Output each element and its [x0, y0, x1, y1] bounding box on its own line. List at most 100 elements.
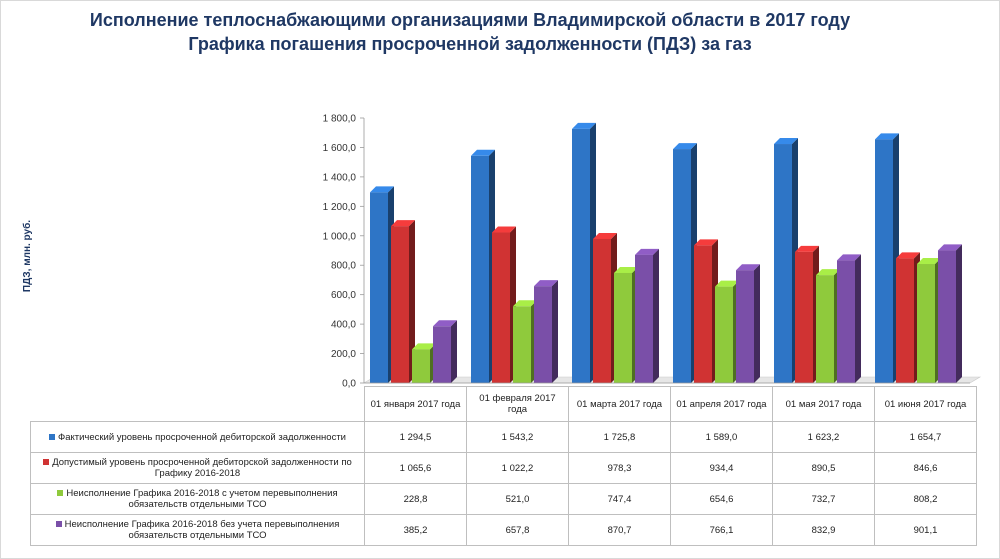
bar-top	[635, 248, 659, 255]
y-tick-label: 800,0	[331, 261, 356, 272]
bar	[471, 155, 489, 383]
bar-top	[391, 220, 415, 227]
data-cell: 1 623,2	[772, 421, 875, 453]
y-tick-label: 600,0	[331, 290, 356, 301]
bar	[534, 286, 552, 383]
data-cell: 385,2	[364, 514, 467, 546]
legend-swatch	[57, 490, 64, 497]
bar-top	[875, 133, 899, 140]
bar	[673, 149, 691, 383]
bar	[412, 349, 430, 383]
bar-side	[409, 220, 415, 383]
category-label: 01 июня 2017 года	[874, 386, 977, 422]
data-table: 01 января 2017 года 01 февраля 2017 года…	[30, 386, 977, 546]
bar-side	[754, 264, 760, 383]
y-tick-label: 400,0	[331, 320, 356, 331]
bar-top	[938, 244, 962, 251]
bar-top	[795, 245, 819, 252]
bar-top	[736, 264, 760, 271]
bar	[513, 306, 531, 383]
bar	[816, 275, 834, 383]
series-legend-entry: Неисполнение Графика 2016-2018 без учета…	[30, 514, 365, 546]
chart-title-line-1: Исполнение теплоснабжающими организациям…	[89, 10, 851, 30]
data-cell: 934,4	[670, 452, 773, 484]
bar	[635, 254, 653, 383]
data-cell: 732,7	[772, 483, 875, 515]
category-label: 01 марта 2017 года	[568, 386, 671, 422]
category-label: 01 апреля 2017 года	[670, 386, 773, 422]
data-cell: 870,7	[568, 514, 671, 546]
series-name: Неисполнение Графика 2016-2018 без учета…	[64, 519, 340, 541]
bar	[433, 326, 451, 383]
bar	[715, 286, 733, 383]
data-cell: 1 294,5	[364, 421, 467, 453]
data-cell: 832,9	[772, 514, 875, 546]
bar	[593, 238, 611, 383]
bar-top	[917, 258, 941, 265]
data-cell: 1 022,2	[466, 452, 569, 484]
data-cell: 978,3	[568, 452, 671, 484]
table-row: Фактический уровень просроченной дебитор…	[30, 421, 977, 453]
data-cell: 808,2	[874, 483, 977, 515]
bar-side	[653, 248, 659, 383]
y-tick-label: 1 800,0	[323, 114, 357, 125]
data-cell: 654,6	[670, 483, 773, 515]
legend-swatch	[43, 459, 50, 466]
y-tick-label: 1 600,0	[323, 143, 357, 154]
chart-title-line-2: Графика погашения просроченной задолженн…	[188, 34, 752, 54]
data-cell: 657,8	[466, 514, 569, 546]
bar	[391, 226, 409, 383]
bar-top	[837, 254, 861, 261]
bar-top	[673, 143, 697, 150]
data-cell: 747,4	[568, 483, 671, 515]
bar	[795, 251, 813, 383]
data-cell: 1 654,7	[874, 421, 977, 453]
legend-swatch	[55, 521, 62, 528]
bar-top	[513, 300, 537, 307]
bar-top	[774, 138, 798, 145]
bar-top	[572, 122, 596, 129]
table-row: Неисполнение Графика 2016-2018 без учета…	[30, 514, 977, 546]
series-name: Фактический уровень просроченной дебитор…	[57, 431, 346, 443]
bar	[694, 245, 712, 383]
data-cell: 1 589,0	[670, 421, 773, 453]
series-legend-entry: Неисполнение Графика 2016-2018 с учетом …	[30, 483, 365, 515]
bar-top	[370, 186, 394, 193]
bar-top	[534, 280, 558, 287]
y-tick-label: 1 400,0	[323, 172, 357, 183]
bar-top	[896, 252, 920, 259]
category-label: 01 февраля 2017 года	[466, 386, 569, 422]
series-name: Допустимый уровень просроченной дебиторс…	[52, 457, 352, 479]
bar-side	[855, 254, 861, 383]
series-legend-entry: Фактический уровень просроченной дебитор…	[30, 421, 365, 453]
bar	[774, 144, 792, 383]
y-tick-label: 1 000,0	[323, 231, 357, 242]
bar-top	[412, 343, 436, 350]
y-tick-label: 1 200,0	[323, 202, 357, 213]
bar-top	[492, 226, 516, 233]
table-row: Неисполнение Графика 2016-2018 с учетом …	[30, 483, 977, 515]
y-tick-label: 0,0	[342, 379, 356, 390]
bar-top	[715, 280, 739, 287]
data-cell: 521,0	[466, 483, 569, 515]
bar	[917, 264, 935, 383]
bar	[896, 258, 914, 383]
bar	[572, 128, 590, 383]
series-name: Неисполнение Графика 2016-2018 с учетом …	[66, 488, 338, 510]
bar	[837, 260, 855, 383]
bar-top	[433, 320, 457, 327]
data-cell: 1 065,6	[364, 452, 467, 484]
bar	[736, 270, 754, 383]
bar-top	[593, 232, 617, 239]
bar	[370, 192, 388, 383]
bar	[875, 139, 893, 383]
table-row: Допустимый уровень просроченной дебиторс…	[30, 452, 977, 484]
data-cell: 901,1	[874, 514, 977, 546]
data-cell: 1 543,2	[466, 421, 569, 453]
bar-side	[956, 244, 962, 383]
bar	[492, 232, 510, 383]
bar	[938, 250, 956, 383]
bar-side	[451, 320, 457, 383]
bar-top	[471, 149, 495, 156]
bar-top	[694, 239, 718, 246]
